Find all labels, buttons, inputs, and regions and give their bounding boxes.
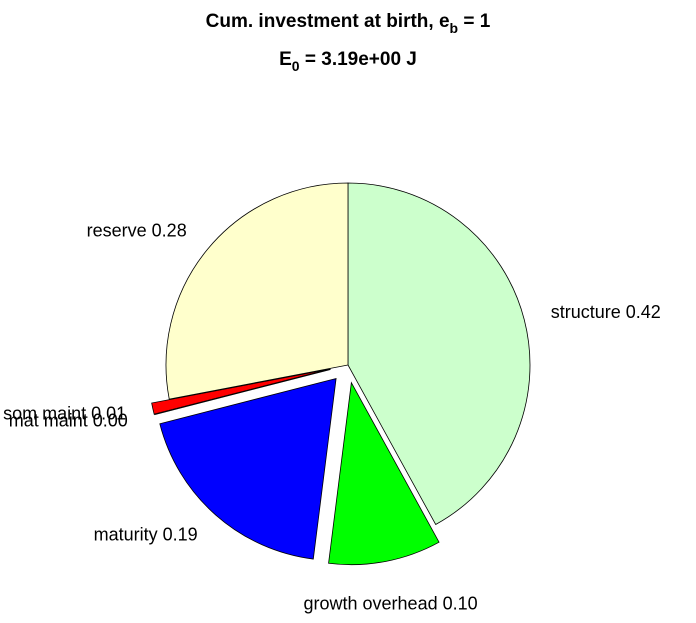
pie-slice — [347, 182, 531, 526]
chart-title: Cum. investment at birth, eb = 1 — [206, 11, 491, 36]
pie-slice — [165, 182, 349, 400]
slice-label: mat maint 0.00 — [9, 410, 128, 430]
slice-name: growth overhead — [304, 593, 438, 613]
subtitle-subscript: 0 — [292, 58, 300, 74]
subtitle-part: = 3.19e+00 J — [300, 49, 417, 70]
pie-slice — [159, 377, 337, 560]
slice-value: 0.01 — [91, 403, 126, 423]
pie-slice — [151, 368, 331, 415]
slice-value: 0.42 — [626, 302, 661, 322]
slice-label: maturity 0.19 — [94, 524, 198, 544]
chart-subtitle: E0 = 3.19e+00 J — [279, 49, 417, 74]
title-part: = 1 — [458, 11, 491, 32]
slice-label: structure 0.42 — [551, 302, 661, 322]
slice-value: 0.10 — [443, 593, 478, 613]
slice-label: reserve 0.28 — [87, 220, 187, 240]
slice-name: structure — [551, 302, 621, 322]
slice-name: som maint — [3, 403, 86, 423]
title-part: Cum. investment at birth, e — [206, 11, 450, 32]
slice-label: som maint 0.01 — [3, 403, 126, 423]
slice-name: reserve — [87, 220, 147, 240]
slice-value: 0.28 — [152, 220, 187, 240]
slice-value: 0.00 — [93, 410, 128, 430]
slice-name: maturity — [94, 524, 158, 544]
pie-slice — [328, 381, 440, 566]
slice-label: growth overhead 0.10 — [304, 593, 478, 613]
slice-value: 0.19 — [163, 524, 198, 544]
title-subscript: b — [450, 20, 459, 36]
subtitle-part: E — [279, 49, 292, 70]
slice-name: mat maint — [9, 410, 88, 430]
